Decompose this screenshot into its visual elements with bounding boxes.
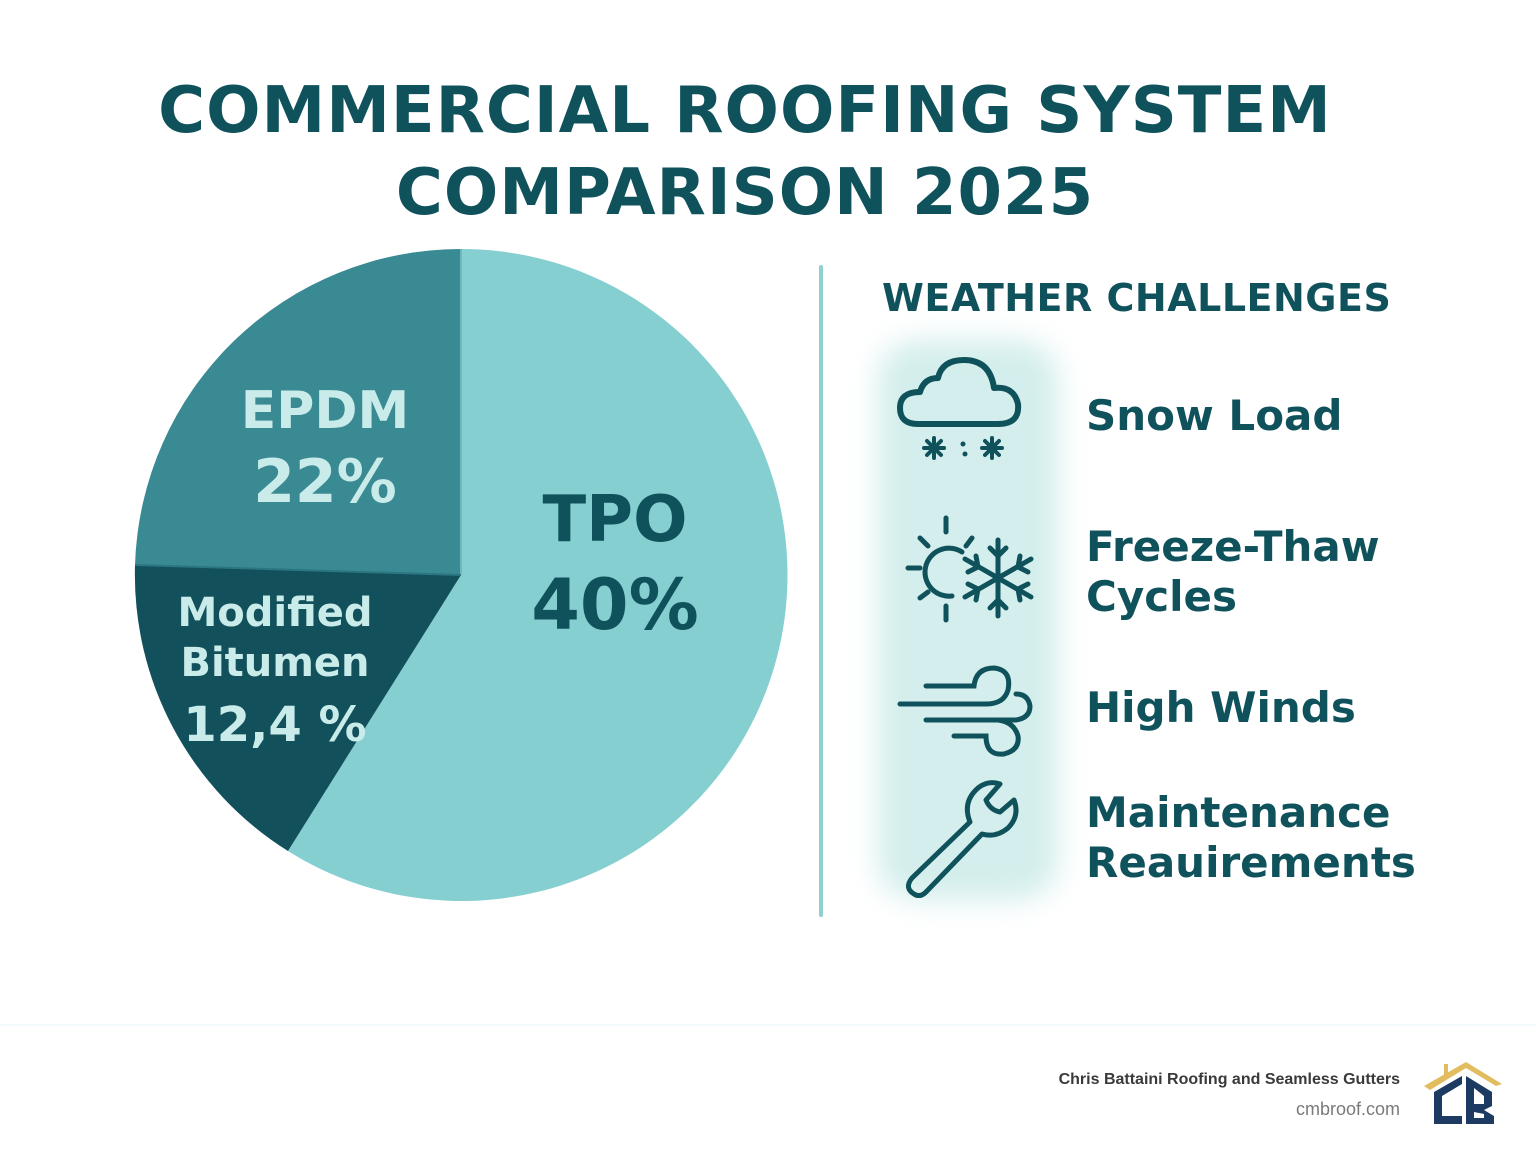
snow-load-label: Snow Load (1086, 391, 1343, 440)
company-name: Chris Battaini Roofing and Seamless Gutt… (1058, 1071, 1400, 1088)
vertical-divider (819, 265, 823, 917)
modified-bitumen-value: 12,4 % (183, 697, 367, 753)
modified-bitumen-name-1: Modified (177, 590, 373, 636)
sun-snowflake-icon (890, 512, 1050, 632)
pie-slice-modified-bitumen (134, 565, 461, 851)
tpo-value: 40% (531, 564, 699, 646)
company-url[interactable]: cmbroof.com (1295, 1099, 1400, 1119)
company-logo (1422, 1058, 1506, 1134)
footer-separator (0, 1024, 1536, 1026)
title-line-1: COMMERCIAL ROOFING SYSTEM (158, 74, 1332, 148)
modified-bitumen-name-2: Bitumen (180, 640, 370, 686)
freeze-thaw-label: Freeze-Thaw Cycles (1086, 522, 1380, 621)
tpo-name: TPO (542, 483, 688, 557)
epdm-value: 22% (253, 447, 397, 517)
challenge-maintenance: Maintenance Reauirements (890, 778, 1416, 898)
label-epdm: EPDM 22% (200, 380, 450, 522)
wrench-icon (890, 778, 1050, 898)
wind-icon (890, 648, 1050, 768)
high-winds-label: High Winds (1086, 683, 1356, 732)
challenge-snow-load: Snow Load (890, 356, 1342, 476)
snow-cloud-icon (890, 356, 1050, 476)
label-modified-bitumen: Modified Bitumen 12,4 % (160, 588, 390, 756)
pie-slice-epdm (135, 248, 461, 575)
title-line-2: COMPARISON 2025 (395, 156, 1095, 230)
epdm-name: EPDM (240, 381, 410, 441)
pie-chart (134, 248, 788, 901)
label-tpo: TPO 40% (500, 480, 730, 650)
challenge-freeze-thaw: Freeze-Thaw Cycles (890, 512, 1380, 632)
challenge-high-winds: High Winds (890, 648, 1356, 768)
weather-challenges-title: WEATHER CHALLENGES (882, 276, 1392, 320)
page-title: COMMERCIAL ROOFING SYSTEM COMPARISON 202… (0, 70, 1490, 234)
pie-slice-tpo (288, 248, 788, 901)
maintenance-label: Maintenance Reauirements (1086, 788, 1416, 887)
